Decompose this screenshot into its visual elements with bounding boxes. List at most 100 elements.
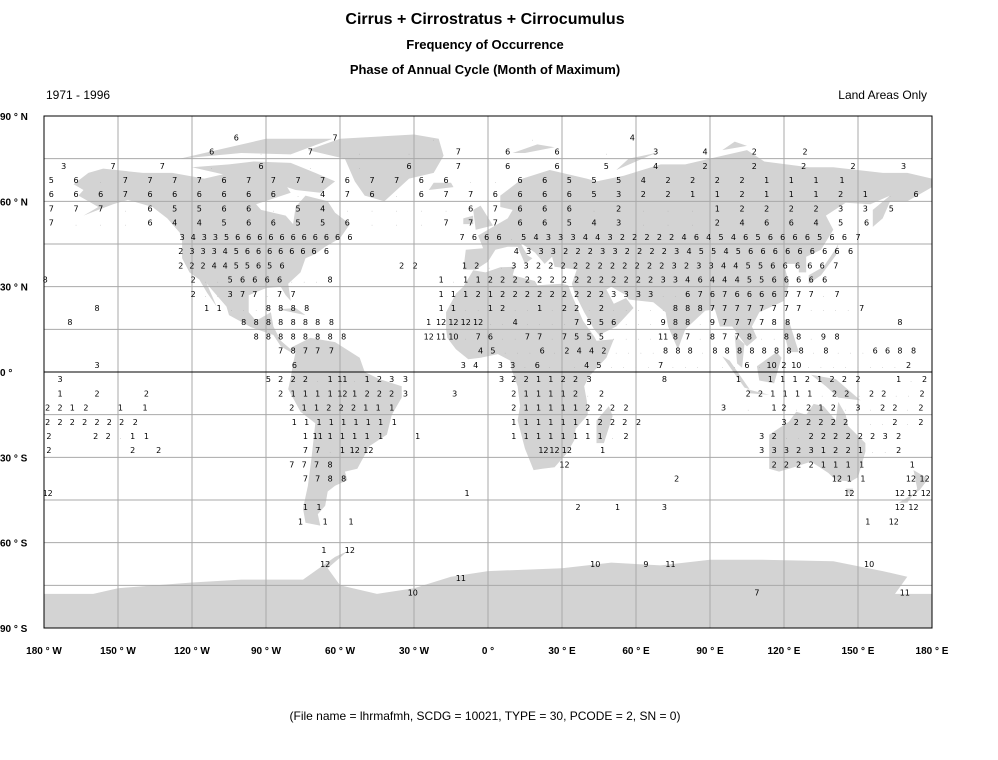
land-japan: [808, 244, 839, 284]
phase-value-row: 8: [662, 375, 667, 384]
phase-value: 2: [920, 389, 925, 398]
empty-cell-marker: .: [895, 392, 897, 398]
empty-cell-marker: .: [488, 264, 490, 270]
phase-value: 5: [747, 276, 752, 285]
phase-value: 7: [123, 190, 128, 199]
phase-value: 4: [514, 247, 519, 256]
phase-value: 2: [789, 204, 794, 213]
phase-value: 1: [772, 404, 777, 413]
phase-value: 6: [864, 219, 869, 228]
empty-cell-marker: .: [638, 321, 640, 327]
phase-value: 6: [369, 190, 374, 199]
phase-value: 6: [292, 361, 297, 370]
land-cuba: [278, 308, 306, 316]
empty-cell-marker: .: [625, 307, 627, 313]
phase-value: 2: [119, 418, 124, 427]
phase-value: 3: [570, 233, 575, 242]
empty-cell-marker: .: [502, 321, 504, 327]
empty-cell-marker: .: [635, 364, 637, 370]
phase-value: 1: [865, 517, 870, 526]
phase-value: 8: [823, 347, 828, 356]
empty-cell-marker: .: [857, 421, 859, 427]
lon-tick-label: 120 ° E: [768, 646, 801, 657]
empty-cell-marker: .: [125, 207, 127, 213]
phase-value: 8: [341, 475, 346, 484]
phase-value: 3: [403, 375, 408, 384]
phase-value: 2: [500, 304, 505, 313]
phase-value: 6: [517, 176, 522, 185]
empty-cell-marker: .: [692, 222, 694, 228]
phase-value: 7: [302, 460, 307, 469]
phase-value: 2: [636, 418, 641, 427]
empty-cell-marker: .: [808, 364, 810, 370]
chart-subtitle-phase: Phase of Annual Cycle (Month of Maximum): [349, 62, 621, 77]
phase-value: 8: [784, 332, 789, 341]
phase-value: 6: [324, 233, 329, 242]
phase-value: 8: [698, 304, 703, 313]
phase-value: 2: [45, 404, 50, 413]
phase-value: 1: [392, 418, 397, 427]
phase-value: 8: [278, 332, 283, 341]
phase-value: 1: [488, 290, 493, 299]
phase-value-row: 1 1 1 1 1 1 1 1 1: [292, 418, 397, 427]
phase-value-row: 2 2: [399, 261, 418, 270]
phase-value: 2: [585, 261, 590, 270]
phase-value: 6: [764, 219, 769, 228]
phase-value-row: 2 2 1 2: [45, 404, 88, 413]
phase-value: 7: [49, 219, 54, 228]
phase-value: 2: [573, 261, 578, 270]
empty-cell-marker: .: [662, 293, 664, 299]
phase-value: 8: [303, 318, 308, 327]
empty-cell-marker: .: [316, 279, 318, 285]
phase-value-row: 12: [844, 489, 854, 498]
phase-value-row: 12 12: [895, 503, 919, 512]
plot-frame: [43, 115, 933, 629]
phase-value: 3: [781, 418, 786, 427]
phase-value-row: 3 2 2 1 1 2 2 3: [499, 375, 592, 384]
phase-value: 1: [536, 432, 541, 441]
phase-value: 2: [474, 261, 479, 270]
phase-value: 6: [783, 261, 788, 270]
phase-value: 6: [710, 290, 715, 299]
phase-value: 1: [292, 418, 297, 427]
phase-value: 6: [245, 247, 250, 256]
phase-value: 6: [842, 233, 847, 242]
empty-cell-marker: .: [813, 350, 815, 356]
empty-cell-marker: .: [662, 307, 664, 313]
phase-value: 6: [147, 190, 152, 199]
phase-value: 6: [770, 261, 775, 270]
empty-cell-marker: .: [470, 179, 472, 185]
phase-value: 2: [57, 418, 62, 427]
phase-value: 3: [809, 446, 814, 455]
empty-cell-marker: .: [490, 321, 492, 327]
phase-value: 3: [526, 247, 531, 256]
phase-value: 2: [616, 204, 621, 213]
phase-value: 8: [341, 332, 346, 341]
phase-value: 1: [548, 375, 553, 384]
land-australia: [769, 401, 866, 482]
phase-value: 7: [110, 162, 115, 171]
phase-value: 1: [143, 404, 148, 413]
phase-value: 12: [559, 460, 569, 469]
phase-value: 1: [536, 389, 541, 398]
phase-value: 12: [448, 318, 458, 327]
land-ireland: [463, 215, 474, 225]
phase-value: 1: [561, 432, 566, 441]
phase-value: 5: [718, 233, 723, 242]
empty-cell-marker: .: [889, 193, 891, 199]
phase-value: 6: [252, 276, 257, 285]
phase-value: 5: [574, 332, 579, 341]
phase-value: 8: [673, 318, 678, 327]
empty-cell-marker: .: [652, 350, 654, 356]
phase-value: 7: [345, 190, 350, 199]
phase-value: 7: [315, 446, 320, 455]
phase-value: 5: [759, 276, 764, 285]
phase-value-row: 3: [452, 389, 457, 398]
phase-value: 7: [320, 176, 325, 185]
land-borneo: [756, 352, 782, 384]
lat-tick-label: 90 ° N: [0, 112, 28, 123]
phase-value: 3: [202, 233, 207, 242]
phase-value: 1: [858, 446, 863, 455]
phase-value: 2: [525, 276, 530, 285]
phase-value-row: 2 1 1 1 1 1 2 2 2 2: [511, 404, 628, 413]
